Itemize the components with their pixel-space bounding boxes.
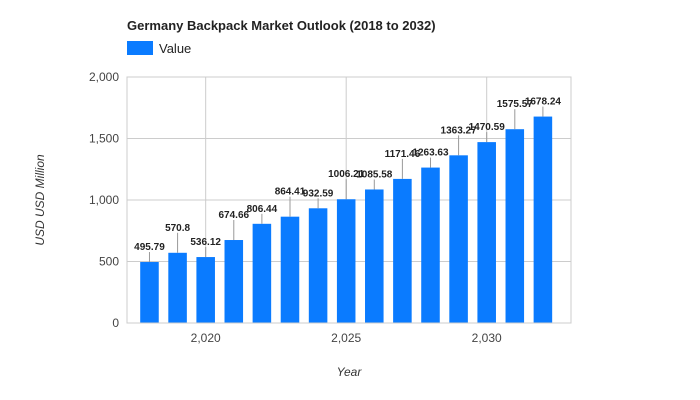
bar[interactable] [168, 252, 187, 323]
x-axis-ticks: 2,020 2,025 2,030 [191, 331, 502, 345]
data-label-leaders [148, 106, 544, 263]
data-label: 1575.57 [497, 99, 534, 110]
bar[interactable] [140, 262, 159, 323]
bar[interactable] [196, 257, 215, 323]
bar[interactable] [280, 216, 300, 323]
bar[interactable] [533, 116, 553, 323]
bar[interactable] [421, 167, 440, 323]
data-label: 1678.24 [525, 97, 562, 108]
data-label: 536.12 [190, 237, 221, 248]
data-label: 1085.58 [356, 169, 393, 180]
data-label: 1171.46 [385, 149, 421, 160]
bar[interactable] [365, 189, 384, 323]
y-tick-label: 0 [112, 316, 119, 330]
bar[interactable] [224, 240, 244, 323]
data-label: 1263.63 [412, 148, 449, 159]
data-label: 864.41 [275, 187, 306, 198]
bar[interactable] [449, 155, 468, 323]
plot-area [126, 76, 572, 324]
bar[interactable] [477, 142, 496, 323]
y-axis-ticks: 0 500 1,000 1,500 2,000 [89, 70, 119, 330]
data-label: 674.66 [218, 210, 249, 221]
data-label: 495.79 [134, 242, 165, 253]
bars [140, 116, 553, 323]
bar[interactable] [308, 208, 328, 323]
bar[interactable] [505, 129, 525, 323]
x-tick-label: 2,025 [331, 331, 361, 345]
x-axis-title: Year [337, 365, 363, 379]
x-tick-label: 2,030 [472, 331, 502, 345]
chart-title: Germany Backpack Market Outlook (2018 to… [127, 18, 436, 33]
y-axis-title: USD USD Million [33, 154, 47, 246]
data-label: 806.44 [247, 204, 278, 215]
data-label: 932.59 [303, 188, 334, 199]
bar[interactable] [393, 178, 412, 323]
y-tick-label: 2,000 [89, 70, 119, 84]
data-label: 1363.27 [441, 125, 478, 136]
legend[interactable]: Value [127, 41, 191, 56]
legend-label-value: Value [159, 41, 191, 56]
y-tick-label: 1,500 [89, 132, 119, 146]
legend-swatch-value [127, 41, 153, 55]
y-tick-label: 1,000 [89, 193, 119, 207]
bar[interactable] [336, 199, 356, 323]
data-label: 1006.21 [328, 169, 365, 180]
data-label: 1470.59 [469, 122, 506, 133]
data-label: 570.8 [165, 223, 190, 234]
y-tick-label: 500 [99, 255, 119, 269]
bar[interactable] [252, 223, 272, 323]
x-tick-label: 2,020 [191, 331, 221, 345]
